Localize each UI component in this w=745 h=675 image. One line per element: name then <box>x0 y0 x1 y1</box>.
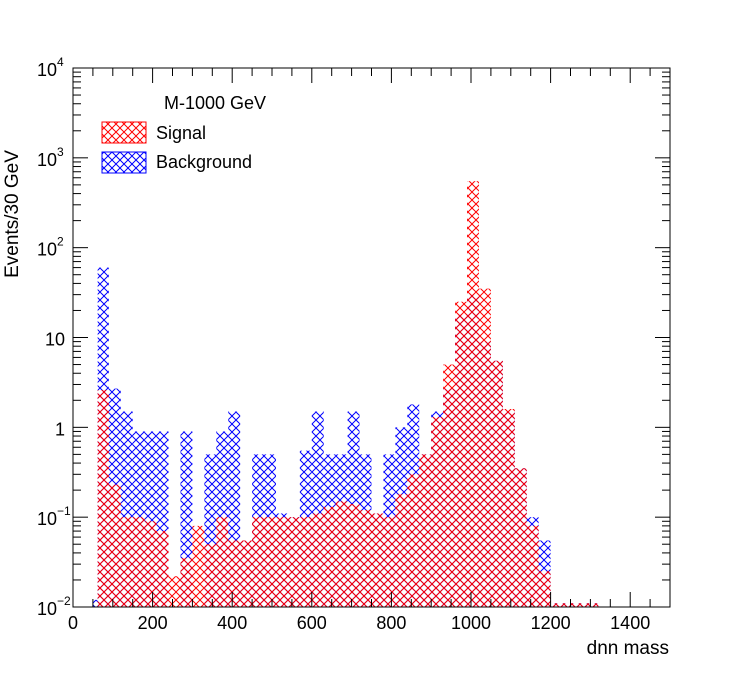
x-tick-label: 800 <box>376 613 406 633</box>
background-bar <box>144 431 157 607</box>
x-tick-label: 200 <box>138 613 168 633</box>
signal-bar <box>311 513 324 607</box>
series-signal <box>97 181 599 607</box>
signal-bar <box>144 521 157 607</box>
signal-bar <box>526 525 539 607</box>
signal-bar <box>335 501 348 607</box>
signal-bar <box>467 181 479 607</box>
signal-bar <box>443 364 456 607</box>
signal-bar <box>431 417 444 607</box>
x-tick-label: 600 <box>297 613 327 633</box>
signal-bar <box>383 517 396 607</box>
signal-bar <box>180 558 193 607</box>
y-tick-label: 10−2 <box>37 594 71 619</box>
x-tick-label: 1400 <box>610 613 650 633</box>
signal-bar <box>275 517 288 607</box>
signal-bar <box>132 517 145 607</box>
signal-bar <box>395 494 408 607</box>
signal-bar <box>550 603 563 607</box>
signal-bar <box>502 408 515 607</box>
background-bar <box>204 454 217 607</box>
legend-swatch-signal <box>101 121 147 144</box>
x-tick-label: 400 <box>217 613 247 633</box>
signal-bar <box>347 504 360 607</box>
signal-bar <box>156 531 169 607</box>
signal-bar <box>204 544 217 607</box>
signal-bar <box>574 603 587 607</box>
x-axis-label: dnn mass <box>587 638 669 659</box>
signal-bar <box>478 288 491 607</box>
y-tick-label: 1 <box>55 419 65 439</box>
signal-bar <box>120 517 133 607</box>
signal-bar <box>108 484 121 607</box>
signal-bar <box>371 513 384 607</box>
signal-bar <box>168 576 181 607</box>
legend: M-1000 GeV Signal Background <box>101 93 266 174</box>
signal-bar <box>287 517 300 607</box>
axis-ticks: 0 200 400 600 800 1000 1200 1400 10−2 10−1 1 10 102 1… <box>37 55 671 633</box>
y-tick-label: 103 <box>37 145 64 170</box>
signal-bar <box>240 540 253 607</box>
y-tick-label: 10 <box>45 330 65 350</box>
signal-bar <box>586 603 599 607</box>
background-bar <box>180 431 193 607</box>
signal-bar <box>192 525 205 607</box>
x-tick-label: 1000 <box>451 613 491 633</box>
signal-bar <box>562 603 575 607</box>
background-bar <box>311 411 324 607</box>
signal-bar <box>97 390 109 607</box>
y-tick-label: 10−1 <box>37 504 71 529</box>
signal-bar <box>228 540 241 607</box>
background-bar <box>156 431 169 607</box>
signal-bar <box>216 517 229 607</box>
signal-bar <box>323 506 336 607</box>
x-tick-label: 0 <box>68 613 78 633</box>
legend-label-background: Background <box>156 152 252 172</box>
signal-bar <box>407 474 420 607</box>
legend-swatch-background <box>101 151 147 174</box>
histogram-bars <box>92 181 599 607</box>
signal-bar <box>514 468 527 607</box>
x-tick-label: 1200 <box>531 613 571 633</box>
background-bar <box>120 411 133 607</box>
signal-bar <box>299 517 312 607</box>
legend-label-signal: Signal <box>156 123 206 143</box>
signal-bar <box>538 571 551 607</box>
background-bar <box>92 599 98 607</box>
signal-bar <box>264 517 276 607</box>
y-tick-label: 102 <box>37 235 64 260</box>
signal-bar <box>252 517 265 607</box>
signal-bar <box>419 454 432 607</box>
y-tick-label: 104 <box>37 55 64 80</box>
legend-header: M-1000 GeV <box>164 93 266 113</box>
signal-bar <box>359 510 372 607</box>
y-axis-label: Events/30 GeV <box>2 150 23 278</box>
signal-bar <box>490 360 503 607</box>
background-bar <box>228 411 241 607</box>
signal-bar <box>455 301 468 607</box>
